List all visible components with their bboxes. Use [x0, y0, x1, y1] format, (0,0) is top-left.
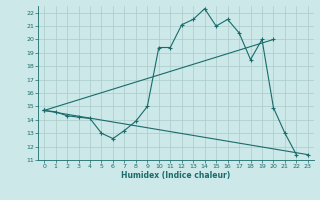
X-axis label: Humidex (Indice chaleur): Humidex (Indice chaleur) [121, 171, 231, 180]
